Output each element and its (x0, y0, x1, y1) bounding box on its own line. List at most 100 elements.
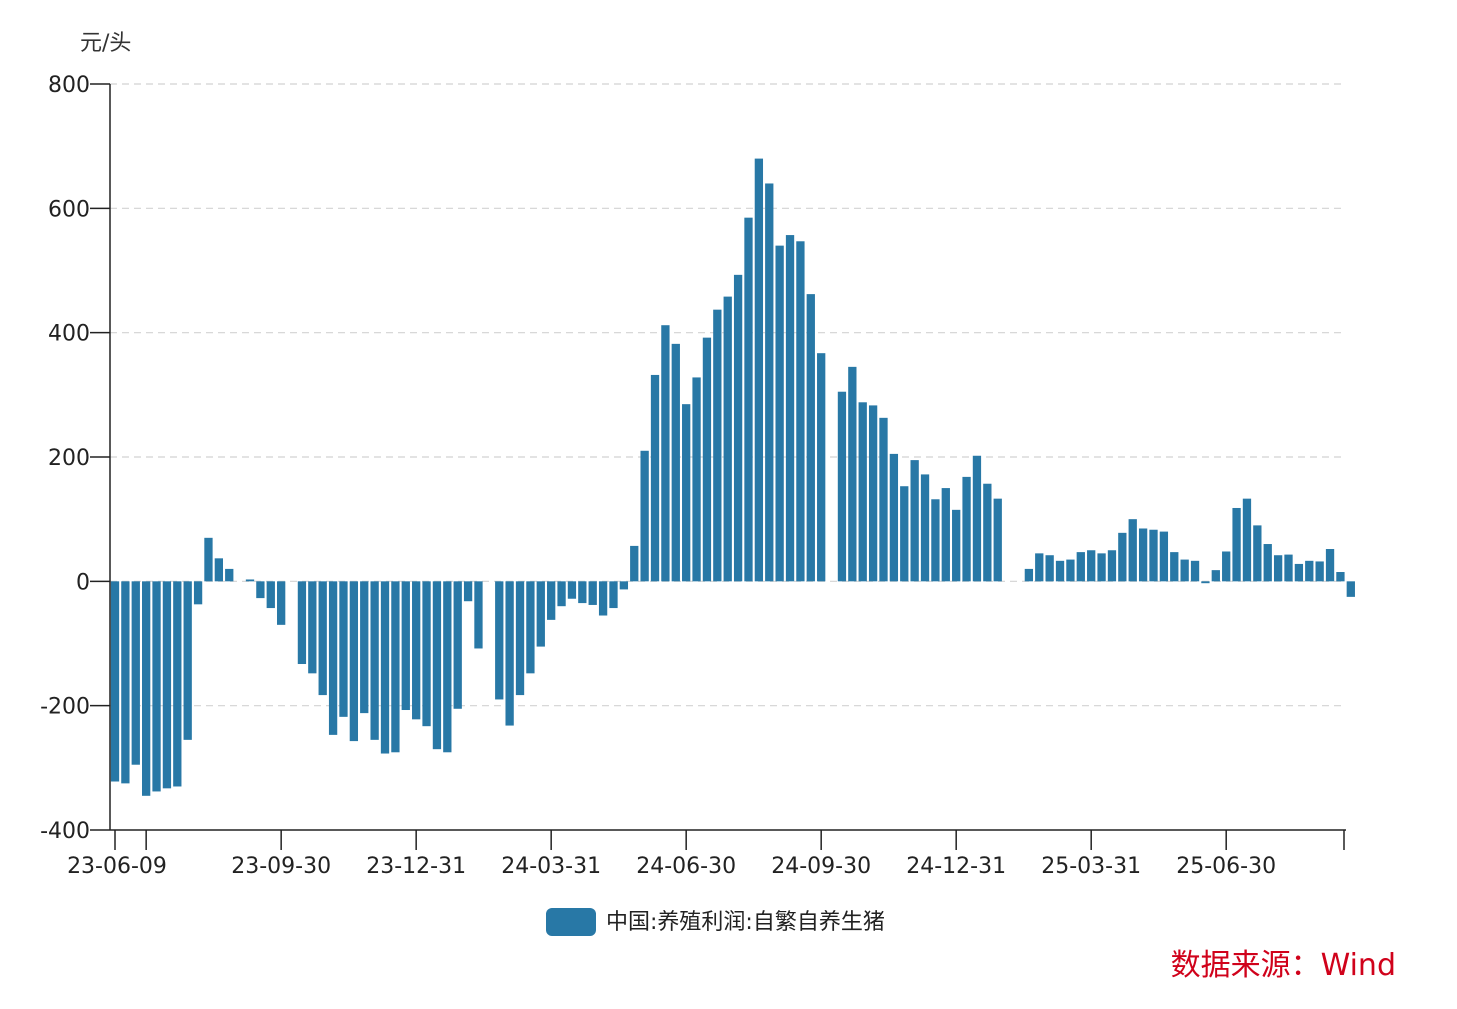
y-axis-ticks: 800 600 400 200 0 -200 -400 (40, 73, 110, 844)
bar (1190, 560, 1200, 582)
bar (547, 581, 556, 620)
bar (1242, 498, 1252, 582)
bar (754, 158, 764, 582)
bar (1336, 572, 1345, 582)
bar (972, 455, 982, 582)
bar (609, 581, 618, 609)
bar (1170, 552, 1179, 582)
legend[interactable]: 中国:养殖利润:自繁自养生猪 (546, 908, 885, 936)
bar (1284, 554, 1293, 582)
bar (422, 581, 431, 727)
bar (900, 486, 909, 582)
y-tick-label: 0 (76, 570, 90, 595)
y-tick-label: 600 (48, 197, 90, 222)
bar (443, 581, 452, 753)
bar (453, 581, 462, 709)
y-tick-label: 400 (48, 322, 90, 347)
bar (962, 476, 971, 582)
x-tick-label: 25-03-31 (1041, 854, 1141, 879)
bar (495, 581, 504, 700)
bar (297, 581, 307, 665)
bar (360, 581, 369, 714)
bar (110, 581, 120, 782)
bar (277, 581, 286, 625)
bar (785, 235, 795, 582)
bar (245, 579, 255, 582)
bar (920, 474, 930, 582)
bar (505, 581, 514, 726)
bar (204, 537, 213, 582)
bar (526, 581, 535, 674)
y-tick-label: 200 (48, 446, 90, 471)
bar (432, 581, 442, 750)
bar (1128, 519, 1137, 582)
bar (806, 294, 815, 582)
bar (1305, 560, 1314, 582)
bar (1346, 581, 1355, 597)
legend-label: 中国:养殖利润:自繁自养生猪 (606, 910, 885, 935)
x-tick-label: 23-12-31 (366, 854, 466, 879)
x-axis-ticks: 23-06-09 23-09-30 23-12-31 24-03-31 24-06-30… (67, 830, 1345, 879)
bar (1273, 555, 1283, 582)
bar (183, 581, 192, 740)
y-tick-label: -400 (40, 819, 90, 844)
bar (682, 404, 691, 582)
y-axis-unit-label: 元/头 (80, 31, 131, 56)
bar (536, 581, 545, 647)
bar (713, 309, 722, 582)
bar (858, 402, 867, 582)
bar (370, 581, 379, 740)
bar (1325, 549, 1335, 582)
bar (889, 453, 899, 582)
bar (1211, 570, 1220, 582)
bar (1138, 528, 1148, 582)
bar (640, 450, 649, 582)
bar (1118, 532, 1127, 582)
bar (1222, 551, 1231, 582)
bar (1294, 563, 1304, 582)
bar (131, 581, 140, 765)
x-tick-label: 23-06-09 (67, 854, 167, 879)
bar (328, 581, 338, 735)
bar (1253, 525, 1262, 582)
bar (256, 581, 265, 599)
bar (1045, 555, 1054, 582)
bar (162, 581, 172, 789)
bar (744, 217, 753, 582)
x-tick-label: 24-06-30 (636, 854, 736, 879)
bar (401, 581, 410, 711)
bar (598, 581, 608, 616)
bar (412, 581, 421, 720)
x-tick-label: 24-12-31 (906, 854, 1006, 879)
bar (650, 374, 660, 582)
bar (173, 581, 182, 787)
bar (339, 581, 348, 717)
bar (931, 499, 940, 582)
bar (1232, 507, 1241, 582)
bar (152, 581, 161, 792)
x-tick-label: 23-09-30 (231, 854, 331, 879)
bar (225, 568, 234, 582)
bar (868, 405, 878, 582)
bar (796, 241, 805, 582)
bar (1263, 544, 1272, 582)
x-tick-label: 24-09-30 (771, 854, 871, 879)
bar (1201, 581, 1210, 584)
bar-series (110, 158, 1355, 796)
bar (671, 343, 680, 582)
bar (1035, 553, 1044, 582)
bar (619, 581, 629, 590)
bar (630, 545, 639, 582)
bar (733, 274, 743, 582)
bar (214, 558, 223, 582)
bar (848, 366, 857, 582)
legend-swatch (546, 908, 596, 936)
bar (380, 581, 390, 754)
bar (765, 183, 774, 582)
bar (952, 509, 961, 582)
bar (837, 391, 847, 582)
bar (1024, 568, 1034, 582)
bar (463, 581, 473, 602)
bar (515, 581, 525, 696)
